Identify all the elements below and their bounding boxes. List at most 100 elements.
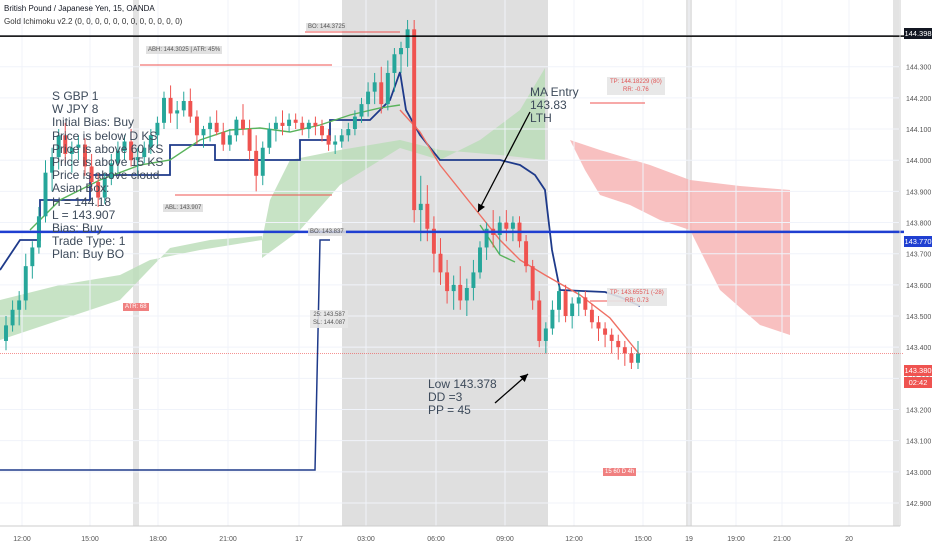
y-tick-label: 144.000 [906, 158, 931, 165]
x-tick-label: 21:00 [773, 536, 791, 543]
candle-body [399, 48, 403, 55]
current-price-tag: 143.380 [904, 365, 932, 376]
y-tick-label: 143.500 [906, 314, 931, 321]
candle-body [293, 119, 298, 123]
candle-body [175, 110, 180, 114]
x-tick-label: 15:00 [81, 536, 99, 543]
candle-body [622, 347, 627, 354]
session-shade-thin [893, 0, 899, 526]
candle-body [352, 116, 357, 130]
candle-body [557, 291, 561, 310]
ma-entry-annotation: MA Entry 143.83 LTH [530, 85, 579, 125]
candle-body [366, 91, 371, 105]
indicator-title: Gold Ichimoku v2.2 (0, 0, 0, 0, 0, 0, 0,… [4, 17, 183, 26]
candle-body [616, 340, 621, 348]
candle-body [431, 228, 436, 254]
candle-body [385, 72, 390, 105]
candle-body [445, 272, 450, 292]
candle-body [313, 122, 318, 126]
tp-mid-label: TP: 143.65571 (-28) RR: 0.73 [607, 288, 667, 306]
candle-body [333, 141, 338, 145]
x-tick-label: 15:00 [634, 536, 652, 543]
x-tick-label: 12:00 [565, 536, 583, 543]
low-arrow [494, 373, 529, 404]
candle-body [596, 322, 601, 329]
candle-body [234, 119, 239, 136]
candle-body [464, 287, 469, 301]
candle-body [76, 144, 81, 148]
y-tick-label: 143.400 [906, 345, 931, 352]
candle-body [570, 303, 575, 317]
candle-body [168, 97, 173, 114]
candle-body [63, 135, 68, 154]
candle-body [346, 129, 351, 136]
candles [4, 19, 640, 369]
candle-body [162, 97, 166, 123]
candle-body [181, 101, 186, 111]
x-tick-label: 18:00 [149, 536, 167, 543]
y-tick-label: 143.000 [906, 470, 931, 477]
timeframe-badges: 15 60 D 4h [603, 468, 637, 476]
candle-body [530, 266, 535, 301]
candle-body [425, 203, 430, 229]
candle-body [451, 284, 456, 292]
entry-arrow [477, 111, 531, 213]
candle-body [188, 101, 193, 117]
candle-body [372, 82, 377, 92]
candle-body [300, 122, 305, 130]
candle-body [56, 135, 61, 158]
candle-body [109, 163, 114, 179]
cloud-green [0, 68, 545, 340]
candle-body [135, 157, 140, 161]
x-tick-label: 20 [845, 536, 853, 543]
trade-plan-notes: S GBP 1 W JPY 8 Initial Bias: Buy Price … [52, 89, 164, 262]
stop-line [0, 239, 330, 471]
y-tick-label: 143.200 [906, 408, 931, 415]
candle-body [418, 203, 423, 211]
candle-body [69, 147, 74, 154]
candle-body [339, 135, 344, 142]
candle-body [280, 122, 285, 126]
abh-label: ABH: 144.3025 | ATR: 45% [146, 46, 223, 54]
x-tick-label: 19 [685, 536, 693, 543]
candle-body [208, 122, 213, 130]
candle-body [359, 104, 364, 117]
candle-body [438, 253, 443, 273]
y-tick-label: 143.700 [906, 252, 931, 259]
candle-body [510, 222, 515, 229]
session-shade-thin [133, 0, 139, 526]
x-tick-label: 17 [295, 536, 303, 543]
candle-body [247, 129, 252, 151]
candle-body [471, 272, 476, 288]
candle-body [273, 122, 278, 130]
horizontal-lines[interactable] [0, 35, 904, 354]
x-tick-label: 19:00 [727, 536, 745, 543]
candle-body [227, 135, 232, 145]
candle-body [102, 178, 107, 198]
y-tick-label: 144.300 [906, 65, 931, 72]
candle-body [115, 150, 120, 164]
candle-body [636, 353, 640, 363]
candle-body [379, 82, 384, 105]
candle-body [96, 182, 101, 198]
y-tick-label: 143.800 [906, 221, 931, 228]
candle-body [50, 157, 55, 173]
candle-body [603, 328, 608, 335]
candle-body [392, 54, 397, 73]
cloud-red [570, 140, 790, 335]
candle-body [287, 119, 292, 126]
candle-body [267, 129, 272, 148]
candle-body [155, 122, 160, 136]
candle-body [4, 325, 8, 341]
y-tick-label: 142.900 [906, 501, 931, 508]
candle-body [589, 309, 594, 323]
candle-body [537, 300, 542, 341]
candle-body [201, 129, 206, 136]
candle-body [326, 135, 331, 145]
candle-body [148, 135, 153, 148]
y-tick-label: 143.100 [906, 439, 931, 446]
tp-top-label: TP: 144.18229 (80) RR: -0.76 [607, 77, 665, 95]
symbol-title: British Pound / Japanese Yen, 15, OANDA [4, 4, 155, 13]
bo-low-label: BO: 143.837 [308, 228, 346, 236]
